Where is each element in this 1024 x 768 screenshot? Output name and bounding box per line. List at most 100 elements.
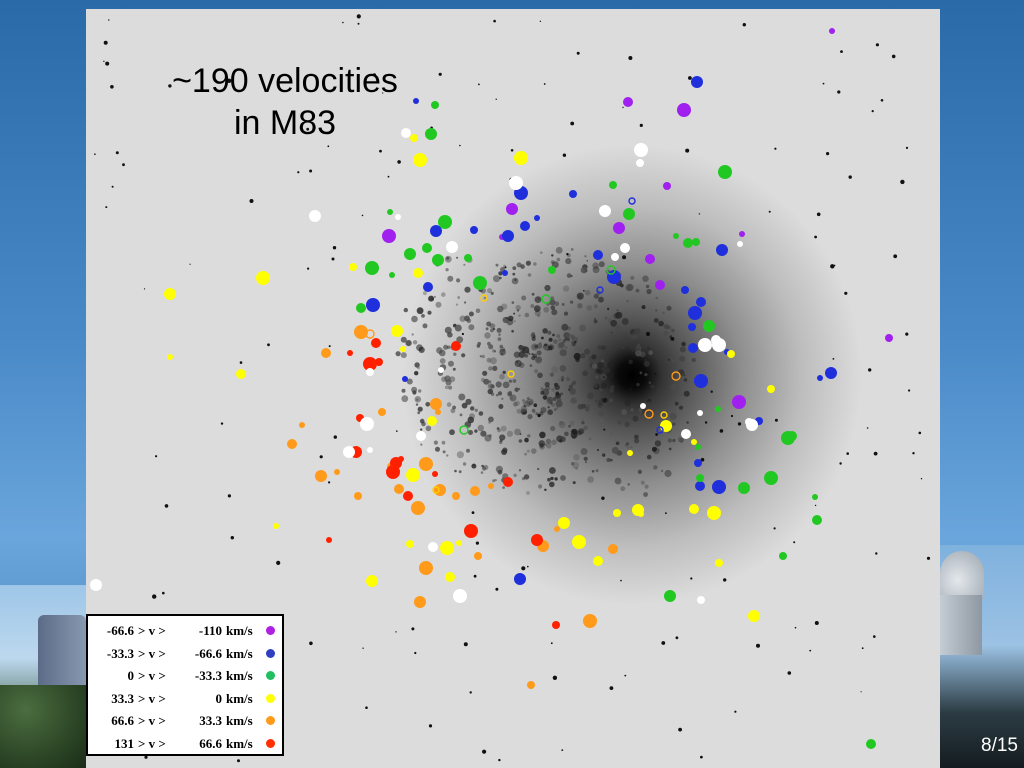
spiral-arm-clump: [445, 268, 449, 272]
spiral-arm-clump: [515, 304, 521, 311]
field-star: [837, 90, 841, 94]
spiral-arm-clump: [497, 305, 504, 313]
velocity-point: [428, 542, 438, 552]
spiral-arm-clump: [630, 345, 638, 352]
spiral-arm-clump: [616, 309, 619, 312]
spiral-arm-clump: [482, 370, 488, 376]
spiral-arm-clump: [565, 332, 571, 338]
spiral-arm-clump: [593, 383, 600, 390]
spiral-arm-clump: [551, 388, 555, 392]
spiral-arm-clump: [499, 346, 506, 353]
spiral-arm-clump: [521, 477, 526, 481]
spiral-arm-clump: [604, 367, 611, 373]
spiral-arm-clump: [549, 467, 556, 474]
legend-color-dot: [266, 716, 275, 725]
legend-relation: > v >: [138, 623, 166, 638]
field-star: [905, 332, 909, 336]
field-star: [498, 758, 501, 762]
spiral-arm-clump: [554, 408, 557, 411]
velocity-point: [698, 338, 712, 352]
spiral-arm-clump: [412, 340, 418, 345]
velocity-point: [90, 579, 102, 591]
field-star: [730, 414, 734, 418]
velocity-point: [660, 420, 672, 432]
velocity-point: [366, 368, 374, 376]
spiral-arm-clump: [535, 356, 543, 363]
spiral-arm-clump: [454, 469, 457, 473]
spiral-arm-clump: [641, 305, 646, 310]
velocity-point: [696, 297, 706, 307]
spiral-arm-clump: [557, 379, 561, 382]
spiral-arm-clump: [452, 367, 456, 371]
field-star: [583, 290, 585, 292]
spiral-arm-clump: [428, 295, 435, 302]
spiral-arm-clump: [648, 384, 652, 387]
spiral-arm-clump: [653, 465, 658, 470]
spiral-arm-clump: [581, 421, 585, 425]
spiral-arm-clump: [531, 353, 534, 356]
field-star: [839, 462, 842, 465]
spiral-arm-clump: [453, 352, 457, 356]
spiral-arm-clump: [645, 284, 650, 289]
spiral-arm-clump: [549, 372, 555, 377]
spiral-arm-clump: [536, 350, 542, 356]
spiral-arm-clump: [664, 469, 672, 478]
spiral-arm-clump: [507, 315, 514, 322]
velocity-point: [326, 537, 332, 543]
spiral-arm-clump: [630, 275, 635, 280]
velocity-point: [812, 494, 818, 500]
spiral-arm-clump: [446, 402, 452, 407]
spiral-arm-clump: [547, 406, 550, 409]
velocity-point: [664, 590, 676, 602]
field-star: [397, 160, 401, 164]
field-star: [105, 206, 108, 209]
velocity-point: [464, 254, 472, 262]
legend-lower-bound: 0: [215, 690, 223, 706]
velocity-point: [663, 182, 671, 190]
telescope-tower: [940, 595, 982, 655]
field-star: [688, 76, 692, 80]
velocity-point: [514, 151, 528, 165]
spiral-arm-clump: [400, 352, 407, 359]
spiral-arm-clump: [561, 303, 565, 306]
velocity-point: [817, 375, 823, 381]
legend-relation: > v >: [138, 713, 166, 728]
spiral-arm-clump: [511, 301, 515, 304]
spiral-arm-clump: [480, 471, 484, 474]
spiral-arm-clump: [644, 358, 647, 362]
legend-lower-bound: 33.3: [199, 713, 222, 728]
velocity-point: [366, 298, 380, 312]
field-star: [239, 361, 243, 364]
spiral-arm-clump: [577, 303, 583, 309]
velocity-point: [438, 215, 452, 229]
velocity-point: [464, 524, 478, 538]
velocity-point-open: [660, 411, 668, 419]
spiral-arm-clump: [663, 330, 669, 336]
spiral-arm-clump: [680, 393, 683, 396]
spiral-arm-clump: [513, 473, 517, 477]
legend-row: 0 > v > -33.3 km/s: [88, 665, 282, 687]
field-star: [332, 246, 337, 250]
field-star: [230, 536, 234, 540]
spiral-arm-clump: [487, 383, 494, 389]
spiral-arm-clump: [401, 388, 406, 393]
velocity-point-open: [459, 425, 469, 435]
spiral-arm-clump: [518, 469, 522, 472]
field-star: [661, 641, 666, 645]
spiral-arm-clump: [551, 403, 556, 407]
field-star: [868, 368, 872, 372]
spiral-arm-clump: [498, 440, 503, 445]
field-star: [905, 146, 909, 149]
spiral-arm-clump: [607, 361, 614, 368]
field-star: [597, 449, 599, 451]
velocity-point: [569, 190, 577, 198]
spiral-arm-clump: [462, 462, 467, 466]
spiral-arm-clump: [552, 333, 555, 337]
spiral-arm-clump: [575, 357, 580, 363]
spiral-arm-clump: [564, 431, 569, 437]
spiral-arm-clump: [487, 388, 494, 395]
spiral-arm-clump: [458, 393, 466, 401]
velocity-point: [866, 739, 876, 749]
spiral-arm-clump: [561, 378, 564, 382]
spiral-arm-clump: [528, 353, 531, 355]
